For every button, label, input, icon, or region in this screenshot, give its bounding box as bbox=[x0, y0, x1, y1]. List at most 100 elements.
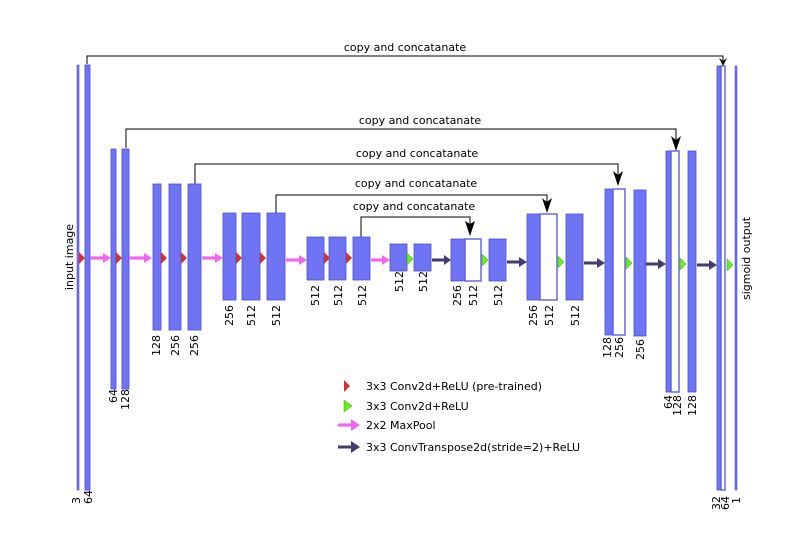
input-layer-3 bbox=[76, 64, 80, 491]
pretrained-conv-marker bbox=[324, 252, 330, 264]
channel-label: 3 bbox=[70, 497, 83, 504]
skip-connection-4: copy and concatanate bbox=[275, 177, 552, 213]
legend-item-conv: 3x3 Conv2d+ReLU bbox=[343, 399, 469, 413]
dec3-layer-256 bbox=[633, 189, 647, 337]
legend-upconv-label: 3x3 ConvTranspose2d(stride=2)+ReLU bbox=[366, 441, 580, 454]
channel-label: 32 bbox=[710, 496, 723, 510]
channel-label: 256 bbox=[527, 305, 540, 326]
skip-line-4 bbox=[275, 194, 548, 213]
legend-conv-label: 3x3 Conv2d+ReLU bbox=[366, 400, 469, 413]
channel-label: 512 bbox=[332, 285, 345, 306]
enc2-layer-128 bbox=[152, 183, 162, 331]
pretrained-conv-icon bbox=[344, 380, 350, 392]
decoder-level-2 bbox=[526, 213, 584, 301]
dec2-layer-256 bbox=[526, 213, 541, 301]
sigmoid-output-label: sigmoid output bbox=[740, 216, 753, 300]
legend-maxpool-label: 2x2 MaxPool bbox=[366, 419, 436, 432]
skip-line-5 bbox=[360, 216, 471, 237]
operations bbox=[79, 252, 734, 272]
conv-relu-marker bbox=[557, 255, 565, 269]
channel-label: 512 bbox=[467, 285, 480, 306]
conv-relu-marker bbox=[406, 252, 414, 266]
enc3-layer-512b bbox=[266, 212, 286, 301]
dec2-layer-512-concat bbox=[539, 213, 558, 301]
skip-connection-5: copy and concatanate bbox=[353, 200, 475, 237]
channel-label: 64 bbox=[107, 389, 120, 403]
enc4-layer-512a bbox=[306, 236, 325, 281]
conv-relu-marker bbox=[481, 253, 489, 267]
channel-label: 512 bbox=[417, 271, 430, 292]
dec3-layer-256-concat bbox=[612, 188, 626, 336]
pretrained-conv-marker bbox=[161, 252, 167, 264]
upconv-arrow-head bbox=[444, 255, 451, 265]
channel-label: 128 bbox=[119, 389, 132, 410]
conv-relu-marker bbox=[679, 257, 687, 271]
input-layer-64 bbox=[84, 64, 91, 491]
dec1-layer-512-concat bbox=[464, 238, 482, 282]
maxpool-arrow-head bbox=[103, 253, 111, 263]
legend: 3x3 Conv2d+ReLU (pre-trained) 3x3 Conv2d… bbox=[338, 380, 580, 454]
channel-label: 256 bbox=[634, 339, 647, 360]
upconv-arrow-head bbox=[597, 258, 605, 268]
channel-label: 1 bbox=[730, 497, 743, 504]
dec4-layer-64 bbox=[665, 150, 672, 393]
pretrained-conv-marker bbox=[346, 252, 352, 264]
channel-label: 256 bbox=[451, 285, 464, 306]
decoder-level-3 bbox=[604, 188, 647, 337]
skip-arrow-5 bbox=[465, 221, 475, 236]
channel-label: 512 bbox=[270, 305, 283, 326]
out-layer-64-concat bbox=[720, 65, 726, 491]
upconv-icon bbox=[351, 441, 360, 453]
upconv-arrow-head bbox=[519, 257, 527, 267]
channel-label: 64 bbox=[719, 496, 732, 510]
copy-label-2: copy and concatanate bbox=[359, 114, 482, 127]
encoder-level-1 bbox=[110, 148, 130, 390]
skip-connection-1: copy and concatanate bbox=[86, 41, 727, 66]
maxpool-icon bbox=[351, 419, 360, 431]
conv-relu-marker bbox=[625, 256, 633, 270]
upconv-arrow-head bbox=[709, 260, 717, 270]
channel-label: 128 bbox=[671, 395, 684, 416]
pretrained-conv-marker bbox=[116, 252, 122, 264]
dec1-layer-256 bbox=[450, 238, 466, 282]
encoder-level-4 bbox=[306, 236, 371, 281]
skip-arrow-2 bbox=[671, 136, 681, 151]
channel-label: 256 bbox=[169, 335, 182, 356]
enc4-layer-512b bbox=[328, 236, 347, 281]
bottleneck-layer-512b bbox=[413, 243, 432, 272]
skip-connection-3: copy and concatanate bbox=[194, 147, 623, 186]
channel-label: 128 bbox=[601, 337, 614, 358]
dec2-layer-512 bbox=[565, 213, 584, 301]
bottleneck-layer-512a bbox=[389, 243, 408, 272]
enc2-layer-256b bbox=[187, 183, 202, 331]
dec4-layer-128-concat bbox=[670, 150, 680, 393]
channel-label: 256 bbox=[188, 335, 201, 356]
channel-label: 512 bbox=[245, 305, 258, 326]
copy-label-3: copy and concatanate bbox=[356, 147, 479, 160]
channel-label: 256 bbox=[613, 337, 626, 358]
out-layer-1 bbox=[734, 65, 738, 491]
channel-label: 512 bbox=[356, 285, 369, 306]
pretrained-conv-marker bbox=[260, 252, 266, 264]
channel-label: 512 bbox=[543, 305, 556, 326]
channel-label: 64 bbox=[662, 395, 675, 409]
legend-item-maxpool: 2x2 MaxPool bbox=[338, 419, 436, 432]
channel-label: 128 bbox=[150, 335, 163, 356]
input-stage: input image bbox=[63, 64, 91, 491]
channel-label: 512 bbox=[569, 305, 582, 326]
dec1-layer-512 bbox=[488, 238, 507, 282]
upconv-arrow-head bbox=[658, 259, 666, 269]
channel-label: 512 bbox=[393, 271, 406, 292]
enc3-layer-256 bbox=[222, 212, 237, 301]
enc2-layer-256a bbox=[168, 183, 182, 331]
encoder-level-3 bbox=[222, 212, 286, 301]
maxpool-arrow-head bbox=[144, 253, 152, 263]
input-image-label: input image bbox=[63, 224, 76, 290]
enc1-layer-128 bbox=[121, 148, 130, 390]
channel-label: 64 bbox=[82, 490, 95, 504]
maxpool-arrow-head bbox=[382, 255, 390, 265]
maxpool-arrow-head bbox=[299, 255, 307, 265]
conv-relu-icon bbox=[343, 399, 353, 413]
